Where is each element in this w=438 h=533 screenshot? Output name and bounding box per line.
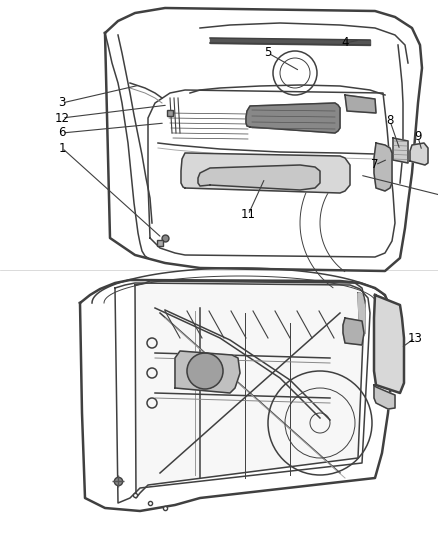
Circle shape (187, 353, 223, 389)
Polygon shape (175, 351, 240, 393)
Text: 3: 3 (58, 96, 66, 109)
Text: 13: 13 (408, 332, 422, 344)
Polygon shape (358, 293, 365, 338)
Polygon shape (135, 281, 365, 498)
Polygon shape (374, 295, 404, 393)
Polygon shape (246, 103, 340, 133)
Polygon shape (374, 143, 392, 191)
Text: 12: 12 (54, 111, 70, 125)
Text: 1: 1 (58, 141, 66, 155)
Text: 8: 8 (386, 115, 394, 127)
Polygon shape (198, 165, 320, 190)
Polygon shape (345, 95, 376, 113)
Text: 4: 4 (341, 36, 349, 50)
Polygon shape (410, 143, 428, 165)
Polygon shape (374, 385, 395, 409)
Polygon shape (181, 153, 350, 193)
Text: 7: 7 (371, 158, 379, 172)
Polygon shape (393, 138, 408, 163)
Text: 9: 9 (414, 131, 422, 143)
Text: 6: 6 (58, 126, 66, 140)
Text: 11: 11 (240, 208, 255, 222)
Text: 5: 5 (264, 46, 272, 60)
Polygon shape (343, 318, 364, 345)
